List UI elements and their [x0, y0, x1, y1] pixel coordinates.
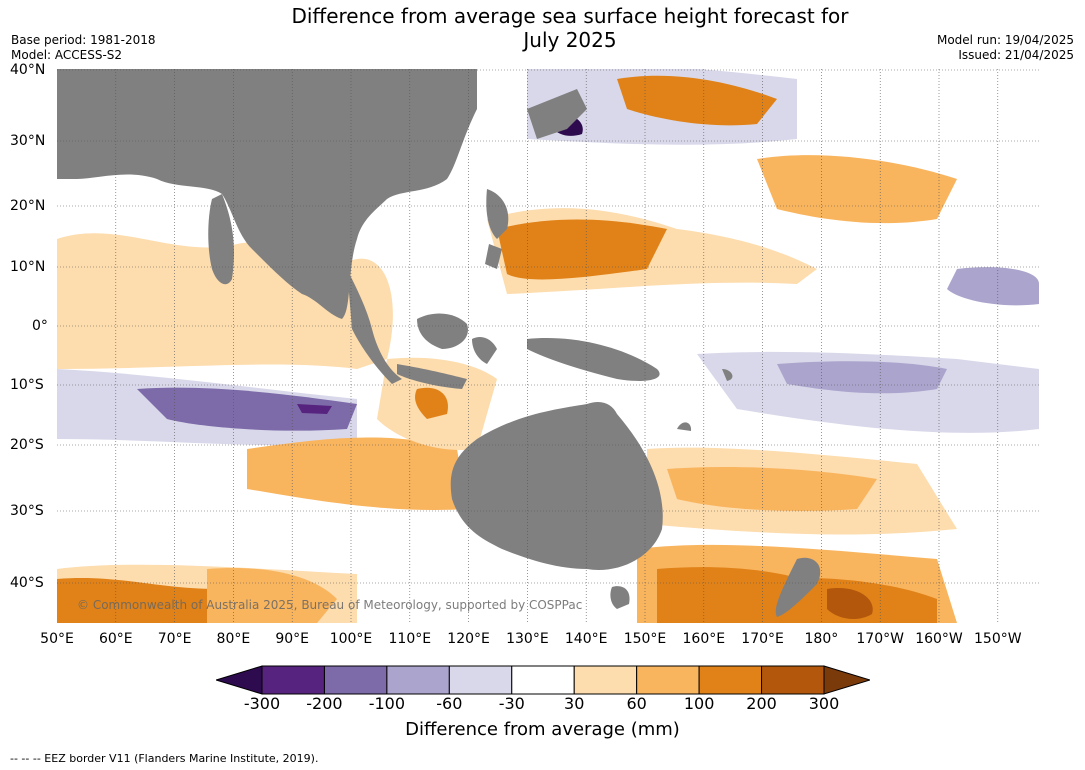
lon-label: 110°E	[388, 631, 432, 647]
model-name: Model: ACCESS-S2	[11, 48, 123, 62]
lon-label: 50°E	[40, 631, 74, 647]
lat-label: 20°S	[10, 437, 44, 453]
colorbar-cells	[216, 665, 870, 695]
colorbar-tick-label: -300	[243, 694, 281, 713]
colorbar-cell	[761, 665, 825, 695]
lon-label: 80°E	[216, 631, 251, 647]
lon-label: 60°E	[98, 631, 133, 647]
copyright-notice: © Commonwealth of Australia 2025, Bureau…	[77, 598, 583, 612]
lon-label: 160°E	[682, 631, 726, 647]
colorbar-cell	[448, 665, 513, 695]
lon-label: 150°E	[623, 631, 667, 647]
lon-label: 150°W	[974, 631, 1022, 647]
map-title: Difference from average sea surface heig…	[0, 4, 1085, 52]
colorbar-cell	[636, 665, 700, 695]
colorbar-tick-label: 300	[808, 694, 840, 713]
colorbar-tick-label: 200	[746, 694, 777, 713]
graticule	[57, 69, 1039, 623]
colorbar-tick-label: 100	[683, 694, 715, 713]
issued-date: Issued: 21/04/2025	[958, 48, 1074, 62]
lon-label: 70°E	[157, 631, 192, 647]
map-svg	[57, 69, 1039, 623]
lon-label: 130°E	[506, 631, 549, 647]
lat-label: 40°S	[10, 575, 44, 591]
lon-label: 180°	[804, 631, 839, 647]
lat-label: 10°S	[10, 377, 44, 393]
meta-right: Model run: 19/04/2025 Issued: 21/04/2025	[937, 33, 1074, 63]
lon-label: 170°W	[856, 631, 904, 647]
base-period: Base period: 1981-2018	[11, 33, 156, 47]
colorbar-cell	[261, 665, 325, 695]
lon-label: 160°W	[915, 631, 963, 647]
title-line-2: July 2025	[523, 28, 617, 52]
colorbar-tick-label: -200	[306, 694, 343, 713]
title-line-1: Difference from average sea surface heig…	[291, 4, 849, 28]
lat-label: 30°S	[10, 503, 44, 519]
colorbar-cell	[323, 665, 388, 695]
map-panel	[57, 69, 1039, 623]
colorbar-tick-label: 60	[626, 694, 647, 713]
lon-label: 120°E	[447, 631, 490, 647]
lat-label: 30°N	[10, 133, 46, 149]
colorbar-cell	[511, 665, 575, 695]
meta-left: Base period: 1981-2018 Model: ACCESS-S2	[11, 33, 156, 63]
land	[57, 69, 821, 617]
model-run: Model run: 19/04/2025	[936, 33, 1074, 47]
colorbar-min-arrow	[216, 665, 263, 695]
colorbar-tick-label: 30	[564, 694, 585, 713]
lat-label: 20°N	[10, 198, 46, 214]
lon-label: 100°E	[329, 631, 373, 647]
colorbar	[216, 665, 870, 695]
lon-label: 90°E	[275, 631, 310, 647]
eez-footnote: -- -- -- EEZ border V11 (Flanders Marine…	[10, 752, 319, 765]
lon-label: 140°E	[564, 631, 608, 647]
colorbar-cell	[698, 665, 763, 695]
colorbar-cell	[573, 665, 638, 695]
lat-label: 40°N	[10, 62, 46, 78]
lat-label: 10°N	[10, 259, 46, 275]
colorbar-tick-label: -30	[498, 694, 525, 713]
colorbar-tick-label: -100	[368, 694, 406, 713]
lon-label: 170°E	[741, 631, 784, 647]
colorbar-cell	[386, 665, 450, 695]
lat-label: 0°	[32, 318, 48, 334]
colorbar-label: Difference from average (mm)	[405, 719, 680, 740]
colorbar-tick-label: -60	[436, 694, 463, 713]
colorbar-max-arrow	[823, 665, 870, 695]
